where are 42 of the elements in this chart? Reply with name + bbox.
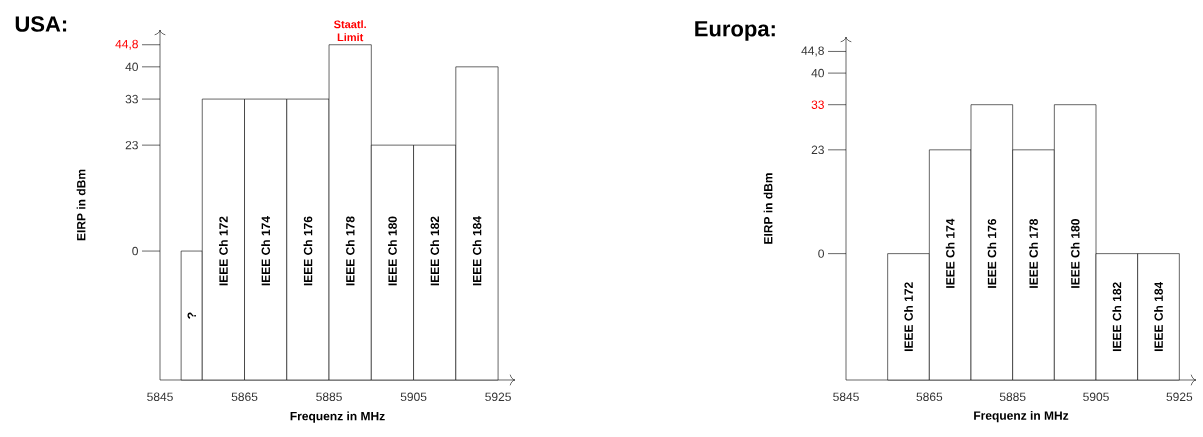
x-tick-label: 5905 (1083, 392, 1109, 402)
annotation: IEEE Ch 182 (430, 216, 440, 286)
annotation: IEEE Ch 174 (945, 218, 955, 288)
x-tick-label: 5865 (916, 392, 943, 402)
y-axis-title: EIRP in dBm (763, 173, 773, 244)
y-tick-label: 44,8 (801, 46, 824, 57)
x-tick-label: 5925 (1166, 392, 1193, 402)
x-axis-title: Frequenz in MHz (290, 411, 385, 423)
annotation: ? (187, 312, 196, 319)
y-tick-label: 33 (811, 100, 824, 109)
annotation: IEEE Ch 174 (261, 216, 271, 286)
y-tick-label: 23 (811, 145, 824, 155)
annotation: IEEE Ch 176 (987, 219, 997, 288)
annotation: IEEE Ch 180 (1070, 219, 1080, 288)
y-tick-label: 23 (125, 140, 138, 150)
x-tick-label: 5845 (833, 392, 859, 402)
y-tick-label: 0 (132, 246, 138, 256)
annotation: IEEE Ch 182 (1112, 282, 1122, 352)
x-tick-label: 5885 (316, 392, 342, 402)
y-axis-title: EIRP in dBm (76, 169, 86, 241)
y-tick-label: 0 (818, 249, 825, 258)
annotation: IEEE Ch 178 (1029, 219, 1038, 288)
chart-title: USA: (15, 16, 67, 32)
y-tick-label: 40 (125, 62, 138, 72)
annotation: IEEE Ch 172 (218, 216, 228, 286)
chart-title: Europa: (695, 21, 775, 41)
x-tick-label: 5925 (485, 392, 511, 402)
y-tick-label: 44,8 (115, 39, 138, 50)
annotation: Staatl. Limit (333, 20, 366, 42)
annotation: IEEE Ch 180 (388, 216, 397, 286)
y-tick-label: 40 (811, 68, 824, 78)
x-tick-label: 5885 (999, 392, 1026, 402)
x-axis-title: Frequenz in MHz (974, 410, 1069, 423)
x-tick-label: 5905 (400, 392, 427, 402)
y-tick-label: 33 (125, 94, 138, 104)
annotation: IEEE Ch 176 (303, 216, 313, 286)
annotation: IEEE Ch 172 (904, 282, 913, 352)
annotation: IEEE Ch 184 (1154, 281, 1163, 352)
annotation: IEEE Ch 184 (472, 216, 482, 286)
annotation: IEEE Ch 178 (345, 216, 355, 286)
x-tick-label: 5845 (147, 392, 173, 402)
x-tick-label: 5865 (231, 392, 258, 402)
